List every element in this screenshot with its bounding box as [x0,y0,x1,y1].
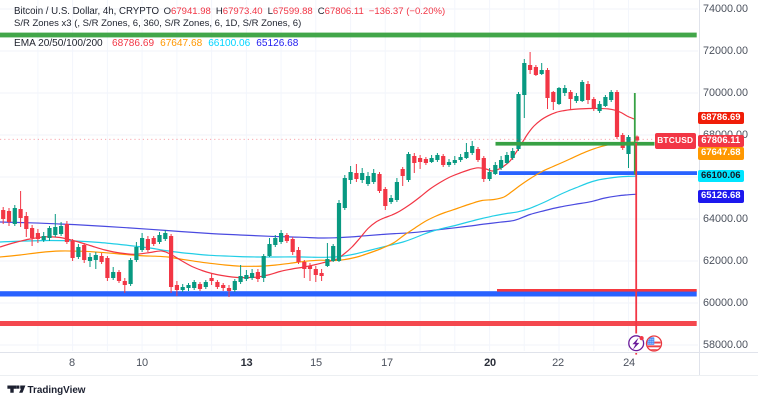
svg-text:TradingView: TradingView [28,385,86,396]
